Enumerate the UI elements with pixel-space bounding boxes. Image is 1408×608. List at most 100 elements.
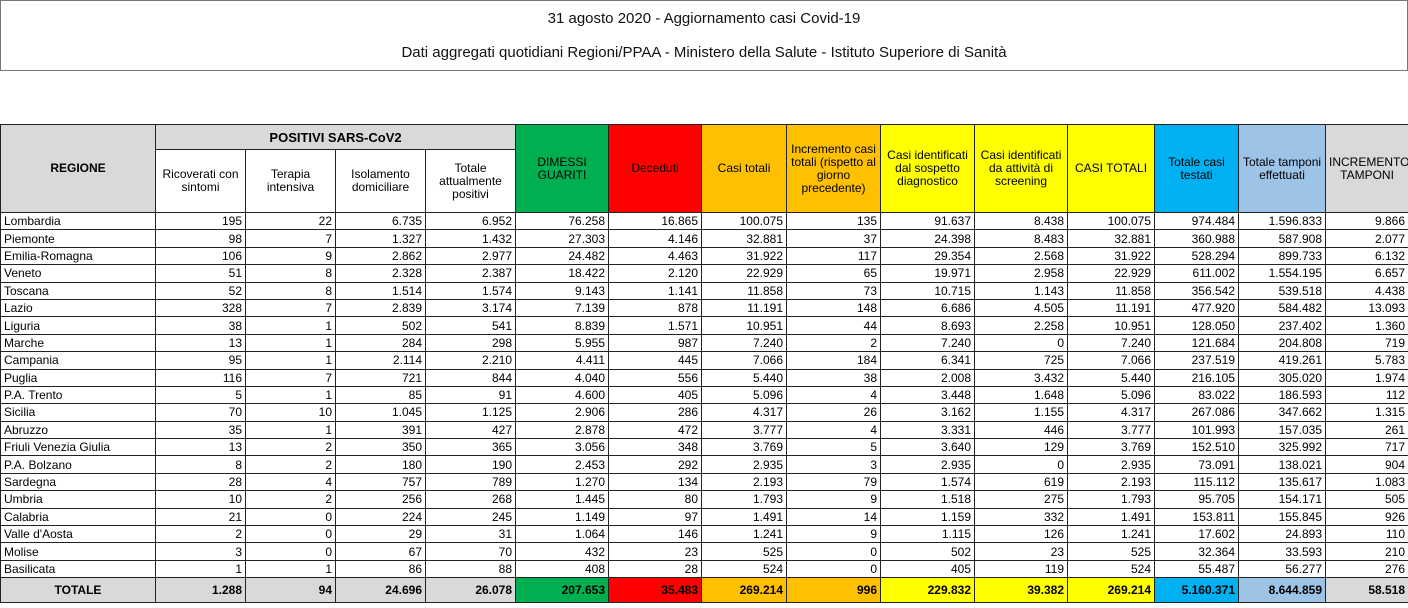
- value-cell: 38: [786, 368, 882, 387]
- value-cell: 134: [608, 472, 703, 492]
- value-cell: 13: [155, 438, 246, 457]
- value-cell: 0: [786, 542, 882, 561]
- value-cell: 100.075: [1067, 211, 1156, 231]
- value-cell: 2.839: [335, 298, 426, 318]
- value-cell: 155.845: [1238, 507, 1327, 527]
- value-cell: 717: [1325, 438, 1408, 457]
- value-cell: 11.858: [701, 281, 788, 300]
- value-cell: 4.438: [1325, 281, 1408, 300]
- value-cell: 1.327: [335, 229, 426, 248]
- value-cell: 2.114: [335, 351, 426, 370]
- total-cell: 58.518: [1325, 577, 1408, 604]
- value-cell: 1.491: [701, 507, 788, 527]
- value-cell: 3.769: [1067, 438, 1156, 457]
- value-cell: 2: [155, 525, 246, 544]
- total-row: TOTALE 1.288 94 24.696 26.078 207.653 35.483 26…: [0, 577, 1408, 604]
- total-cell: 35.483: [608, 577, 703, 604]
- value-cell: 138.021: [1238, 455, 1327, 474]
- region-cell: Liguria: [0, 316, 156, 335]
- title-box: 31 agosto 2020 - Aggiornamento casi Covi…: [0, 0, 1408, 71]
- value-cell: 2.568: [974, 246, 1069, 266]
- value-cell: 757: [335, 472, 426, 492]
- value-cell: 100.075: [701, 211, 788, 231]
- value-cell: 1.793: [1067, 490, 1156, 509]
- value-cell: 305.020: [1238, 368, 1327, 387]
- total-label: TOTALE: [0, 577, 156, 604]
- value-cell: 6.132: [1325, 246, 1408, 266]
- value-cell: 0: [786, 559, 882, 579]
- value-cell: 2.008: [880, 368, 976, 387]
- data-row: Emilia-Romagna 106 9 2.862 2.977 24.482 4.463 3…: [0, 246, 1408, 266]
- value-cell: 9: [245, 246, 336, 266]
- value-cell: 4.040: [515, 368, 610, 387]
- value-cell: 38: [155, 316, 246, 335]
- value-cell: 7.240: [701, 333, 788, 353]
- value-cell: 8: [245, 281, 336, 300]
- value-cell: 1.141: [608, 281, 703, 300]
- value-cell: 1.115: [880, 525, 976, 544]
- value-cell: 2.387: [424, 264, 517, 283]
- header-row: Ricoverati con sintomi Terapia intensiva I…: [1, 149, 1408, 213]
- value-cell: 0: [245, 525, 336, 544]
- value-cell: 427: [424, 420, 517, 440]
- total-cell: 39.382: [974, 577, 1069, 604]
- value-cell: 2: [245, 438, 336, 457]
- value-cell: 539.518: [1238, 281, 1327, 300]
- value-cell: 1: [155, 559, 246, 579]
- value-cell: 1.574: [424, 281, 517, 300]
- value-cell: 112: [1325, 385, 1408, 405]
- value-cell: 2.958: [974, 264, 1069, 283]
- value-cell: 298: [424, 333, 517, 353]
- value-cell: 35: [155, 420, 246, 440]
- value-cell: 472: [608, 420, 703, 440]
- value-cell: 556: [608, 368, 703, 387]
- value-cell: 356.542: [1154, 281, 1240, 300]
- value-cell: 584.482: [1238, 298, 1327, 318]
- value-cell: 2.258: [974, 316, 1069, 335]
- value-cell: 24.482: [515, 246, 610, 266]
- region-cell: P.A. Trento: [0, 385, 156, 405]
- value-cell: 899.733: [1238, 246, 1327, 266]
- value-cell: 157.035: [1238, 420, 1327, 440]
- value-cell: 117: [786, 246, 882, 266]
- value-cell: 5.096: [1067, 385, 1156, 405]
- column-header: Totale tamponi effettuati: [1238, 124, 1327, 213]
- value-cell: 1.491: [1067, 507, 1156, 527]
- region-cell: Calabria: [0, 507, 156, 527]
- region-cell: Abruzzo: [0, 420, 156, 440]
- value-cell: 7: [245, 298, 336, 318]
- value-cell: 2.120: [608, 264, 703, 283]
- data-row: Toscana 52 8 1.514 1.574 9.143 1.141 11.858 73 10…: [0, 281, 1408, 300]
- value-cell: 1: [245, 351, 336, 370]
- value-cell: 477.920: [1154, 298, 1240, 318]
- region-cell: Lazio: [0, 298, 156, 318]
- value-cell: 1.648: [974, 385, 1069, 405]
- value-cell: 55.487: [1154, 559, 1240, 579]
- value-cell: 0: [245, 507, 336, 527]
- data-row: Abruzzo 35 1 391 427 2.878 472 3.777 4 3.331 446 3.…: [0, 420, 1408, 440]
- value-cell: 4.463: [608, 246, 703, 266]
- value-cell: 76.258: [515, 211, 610, 231]
- value-cell: 44: [786, 316, 882, 335]
- value-cell: 180: [335, 455, 426, 474]
- value-cell: 505: [1325, 490, 1408, 509]
- value-cell: 502: [880, 542, 976, 561]
- value-cell: 210: [1325, 542, 1408, 561]
- value-cell: 79: [786, 472, 882, 492]
- value-cell: 97: [608, 507, 703, 527]
- value-cell: 524: [1067, 559, 1156, 579]
- value-cell: 22.929: [701, 264, 788, 283]
- total-cell: 269.214: [1067, 577, 1156, 604]
- value-cell: 4.411: [515, 351, 610, 370]
- data-row: Sicilia 70 10 1.045 1.125 2.906 286 4.317 26 3.16…: [0, 403, 1408, 422]
- value-cell: 13: [155, 333, 246, 353]
- value-cell: 4.505: [974, 298, 1069, 318]
- value-cell: 10: [245, 403, 336, 422]
- value-cell: 619: [974, 472, 1069, 492]
- column-header: CASI TOTALI: [1067, 124, 1156, 213]
- value-cell: 2.935: [701, 455, 788, 474]
- value-cell: 83.022: [1154, 385, 1240, 405]
- value-cell: 32.881: [701, 229, 788, 248]
- value-cell: 1: [245, 559, 336, 579]
- value-cell: 37: [786, 229, 882, 248]
